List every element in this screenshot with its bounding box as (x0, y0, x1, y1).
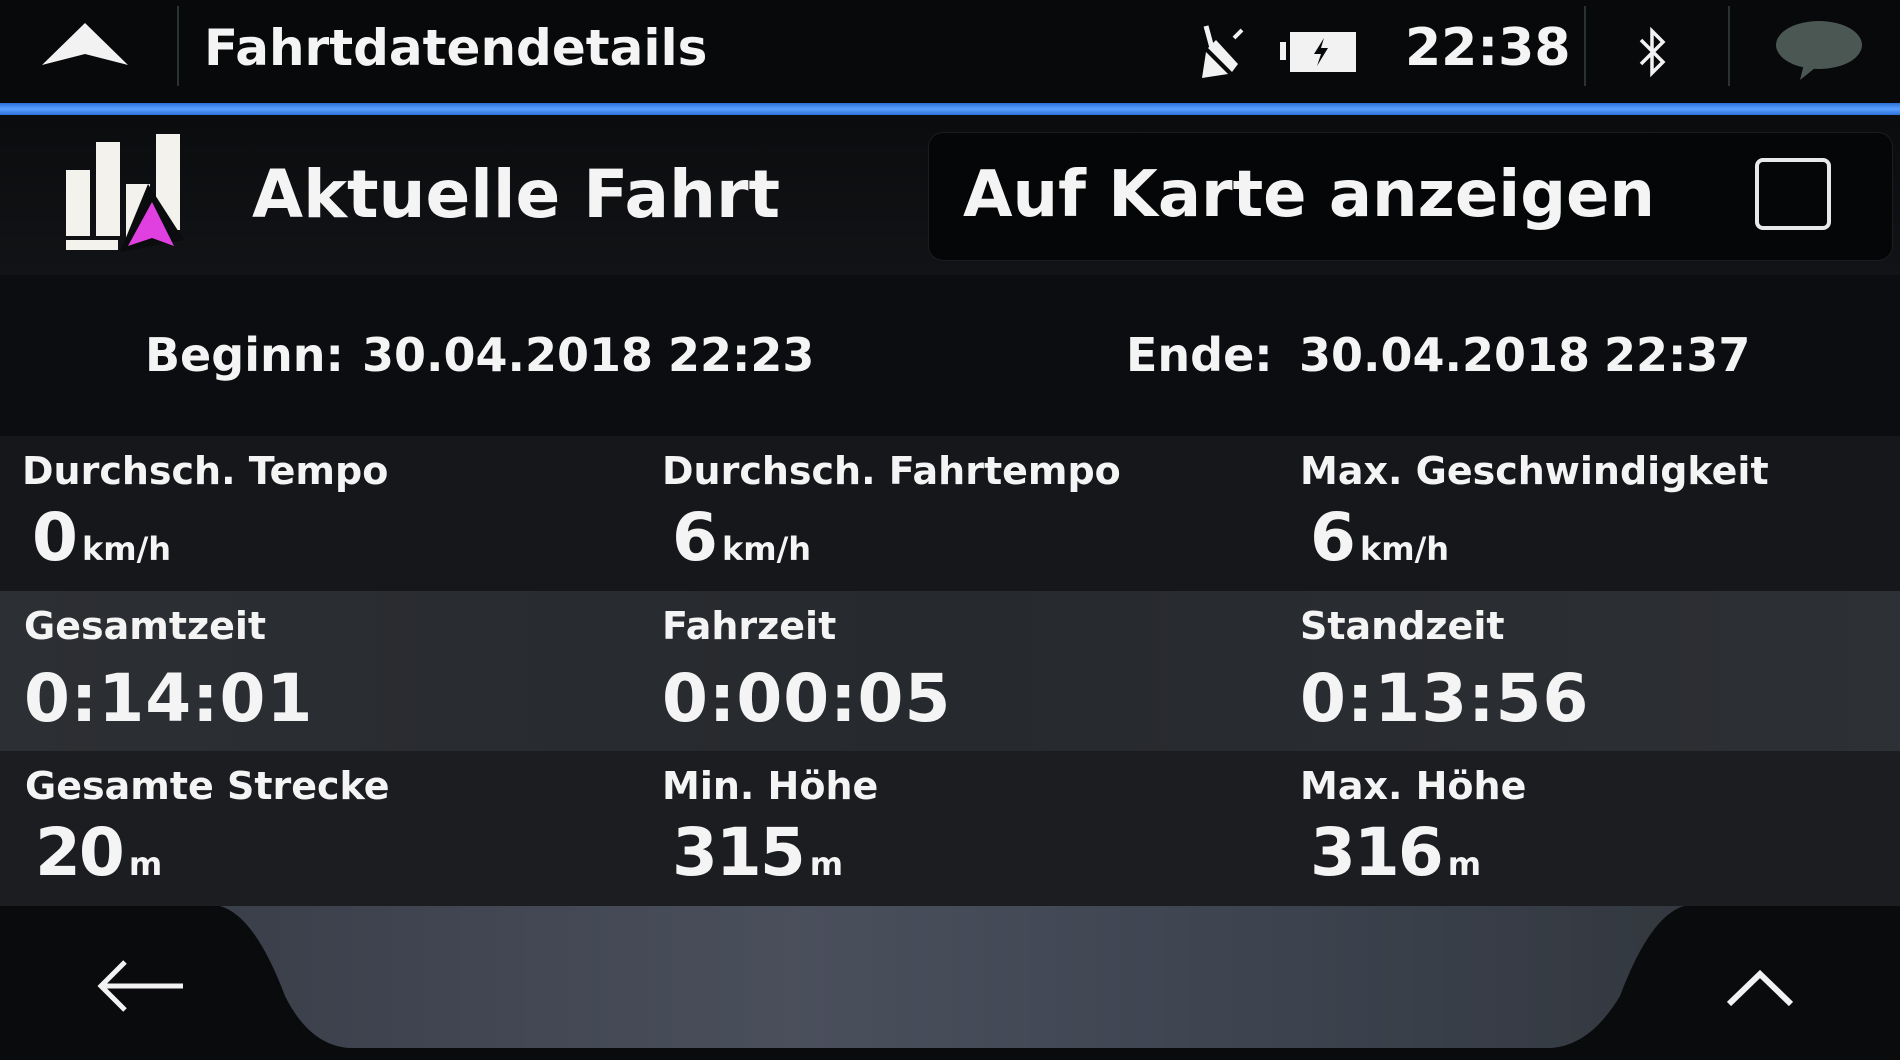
bluetooth-icon[interactable] (1638, 26, 1668, 78)
end-time: 22:37 (1604, 328, 1751, 382)
stat-label: Max. Höhe (1300, 764, 1527, 808)
stat-value: 316 m (1310, 814, 1482, 891)
back-arrow-icon[interactable] (95, 956, 185, 1016)
stat-value: 0:14:01 (24, 660, 314, 737)
stat-value: 0 km/h (32, 499, 172, 576)
stat-label: Durchsch. Tempo (22, 449, 389, 493)
trip-title: Aktuelle Fahrt (252, 156, 781, 233)
battery-charging-icon (1280, 32, 1356, 72)
top-bar: Fahrtdatendetails 22:38 (0, 0, 1900, 103)
stat-value: 0:13:56 (1300, 660, 1590, 737)
stat-label: Standzeit (1300, 604, 1505, 648)
begin-label: Beginn: (145, 328, 344, 382)
stat-value: 20 m (35, 814, 163, 891)
page-title: Fahrtdatendetails (204, 19, 708, 77)
bottom-panel-shape (220, 906, 1684, 1048)
divider (1584, 6, 1586, 86)
divider (1728, 6, 1730, 86)
divider (177, 6, 179, 86)
stat-label: Gesamtzeit (24, 604, 267, 648)
begin-date: 30.04.2018 (362, 328, 654, 382)
clock: 22:38 (1405, 18, 1571, 78)
bottom-bar (0, 906, 1900, 1060)
stat-label: Durchsch. Fahrtempo (662, 449, 1121, 493)
stat-label: Min. Höhe (662, 764, 879, 808)
stat-value: 315 m (672, 814, 844, 891)
stat-value: 0:00:05 (662, 660, 952, 737)
stats-row-speed: Durchsch. Tempo 0 km/h Durchsch. Fahrtemp… (0, 436, 1900, 591)
stat-value: 6 km/h (672, 499, 812, 576)
stats-row-distance: Gesamte Strecke 20 m Min. Höhe 315 m Max. … (0, 751, 1900, 906)
trip-statistics-icon (66, 134, 184, 252)
message-bubble-icon[interactable] (1774, 20, 1864, 82)
show-on-map-toggle[interactable]: Auf Karte anzeigen (929, 133, 1892, 260)
gps-satellite-off-icon (1202, 25, 1244, 78)
begin-time: 22:23 (668, 328, 815, 382)
stat-value: 6 km/h (1310, 499, 1450, 576)
end-date: 30.04.2018 (1299, 328, 1591, 382)
accent-bar (0, 103, 1900, 115)
show-on-map-checkbox[interactable] (1755, 158, 1831, 230)
home-up-arrow-icon[interactable] (40, 20, 130, 70)
stat-label: Fahrzeit (662, 604, 837, 648)
chevron-up-icon[interactable] (1725, 966, 1795, 1010)
stats-row-time: Gesamtzeit 0:14:01 Fahrzeit 0:00:05 Stan… (0, 591, 1900, 751)
show-on-map-label: Auf Karte anzeigen (963, 158, 1655, 232)
stat-label: Max. Geschwindigkeit (1300, 449, 1769, 493)
stat-label: Gesamte Strecke (25, 764, 390, 808)
end-label: Ende: (1126, 328, 1273, 382)
